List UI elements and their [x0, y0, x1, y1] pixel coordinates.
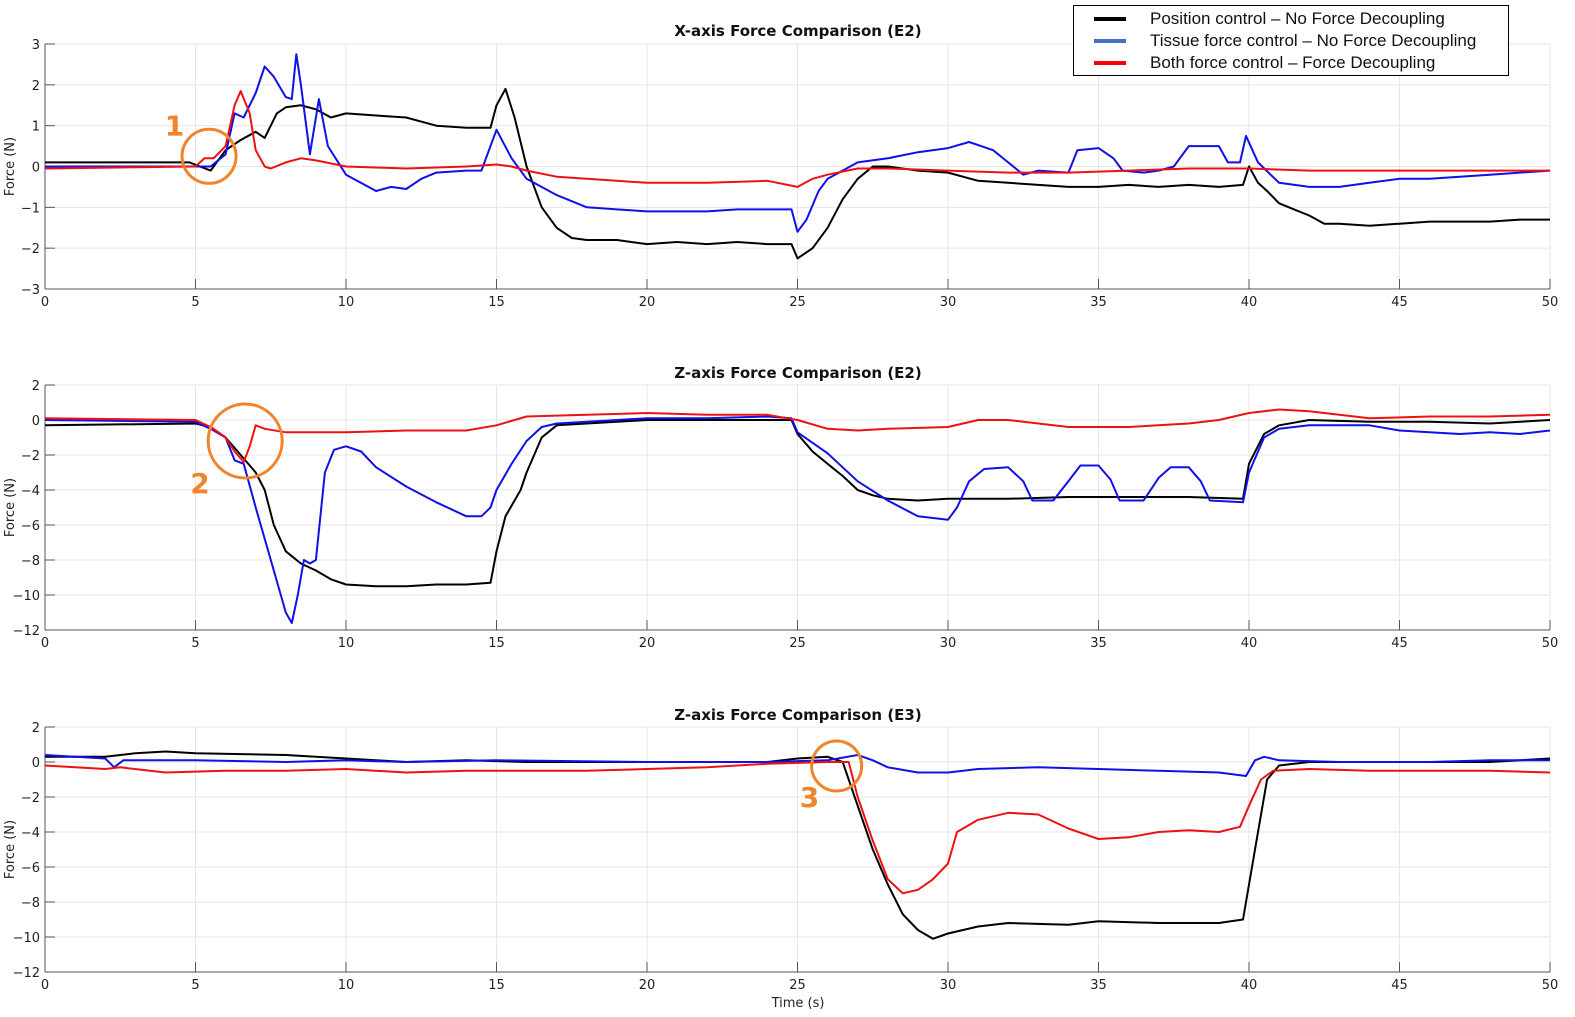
x-tick-label: 0: [41, 295, 49, 310]
annotation-label: 2: [190, 467, 209, 500]
y-tick-label: 3: [32, 38, 40, 53]
y-tick-label: −8: [21, 554, 40, 569]
chart-title: X-axis Force Comparison (E2): [674, 22, 921, 40]
y-tick-label: −4: [21, 826, 40, 841]
x-tick-label: 20: [639, 295, 656, 310]
series-line-1: [45, 87, 1550, 260]
x-axis-label: Time (s): [771, 996, 825, 1011]
x-tick-label: 10: [338, 295, 355, 310]
y-tick-label: 2: [32, 721, 40, 736]
legend: Position control – No Force Decoupling T…: [1073, 5, 1509, 76]
series-line-1: [44, 419, 1551, 588]
x-tick-label: 25: [789, 295, 806, 310]
series-line-3: [44, 90, 1550, 188]
annotation-label: 3: [800, 781, 819, 814]
x-tick-label: 5: [191, 295, 199, 310]
x-tick-label: 45: [1391, 636, 1408, 651]
y-tick-label: −8: [21, 896, 40, 911]
subplot-1: 0 5 10 15 20 25 30 35 40 45 50 −3 −2 −1 0 1 2 3 X-axis For…: [3, 22, 1558, 310]
x-tick-label: 30: [940, 636, 957, 651]
series-line-3: [44, 408, 1551, 463]
x-tick-label: 25: [789, 636, 806, 651]
annotation-label: 1: [165, 110, 184, 143]
legend-item-tissue-force-control: Tissue force control – No Force Decoupli…: [1074, 30, 1508, 52]
y-tick-label: −12: [13, 624, 40, 639]
subplot-3: 0 5 10 15 20 25 30 35 40 45 50 −12 −10 −8 −6 −4 −2 0 2 Z-ax…: [3, 706, 1558, 1011]
x-tick-label: 40: [1241, 295, 1258, 310]
subplot-2: 0 5 10 15 20 25 30 35 40 45 50 −12 −10 −8 −6 −4 −2 0 2 Z-ax…: [3, 364, 1558, 651]
x-tick-label: 10: [338, 636, 355, 651]
y-tick-label: 2: [32, 79, 40, 94]
series-line-1: [45, 750, 1551, 940]
y-tick-label: −1: [21, 201, 40, 216]
x-tick-label: 0: [41, 636, 49, 651]
y-tick-label: 0: [32, 414, 40, 429]
y-tick-label: 1: [32, 120, 40, 135]
y-axis-label: Force (N): [3, 137, 18, 196]
legend-swatch-black: [1094, 17, 1126, 21]
x-tick-label: 30: [940, 295, 957, 310]
y-tick-label: −6: [21, 861, 40, 876]
x-tick-label: 35: [1090, 636, 1107, 651]
x-tick-label: 5: [191, 636, 199, 651]
x-tick-label: 0: [41, 978, 49, 993]
y-tick-label: −4: [21, 484, 40, 499]
y-axis-label: Force (N): [3, 478, 18, 537]
y-tick-label: −10: [13, 589, 40, 604]
legend-label: Position control – No Force Decoupling: [1150, 9, 1445, 28]
x-tick-label: 15: [488, 295, 505, 310]
x-tick-label: 40: [1241, 978, 1258, 993]
y-tick-label: 0: [32, 161, 40, 176]
x-tick-label: 30: [940, 978, 957, 993]
x-tick-label: 50: [1542, 295, 1559, 310]
series-line-2: [44, 754, 1550, 777]
legend-label: Tissue force control – No Force Decoupli…: [1150, 31, 1477, 50]
y-tick-label: 2: [32, 379, 40, 394]
x-tick-label: 20: [639, 636, 656, 651]
legend-swatch-red: [1094, 61, 1126, 65]
x-tick-label: 50: [1542, 636, 1559, 651]
legend-item-both-force-control: Both force control – Force Decoupling: [1074, 52, 1508, 74]
annotation-circle: [810, 739, 864, 793]
y-tick-label: −2: [21, 791, 40, 806]
x-tick-label: 15: [488, 636, 505, 651]
chart-title: Z-axis Force Comparison (E2): [674, 364, 921, 382]
legend-label: Both force control – Force Decoupling: [1150, 53, 1436, 72]
x-tick-label: 10: [338, 978, 355, 993]
annotation-circle: [206, 402, 284, 480]
series-line-2: [45, 53, 1551, 233]
x-tick-label: 50: [1542, 978, 1559, 993]
y-tick-label: −3: [21, 283, 40, 298]
y-tick-label: −10: [13, 931, 40, 946]
x-tick-label: 40: [1241, 636, 1258, 651]
x-tick-label: 25: [789, 978, 806, 993]
x-tick-label: 35: [1090, 295, 1107, 310]
legend-item-position-control: Position control – No Force Decoupling: [1074, 8, 1508, 30]
series-line-2: [44, 415, 1551, 624]
annotation-circle: [180, 127, 238, 185]
series-line-3: [44, 761, 1551, 895]
x-tick-label: 45: [1391, 978, 1408, 993]
x-tick-label: 45: [1391, 295, 1408, 310]
y-axis-label: Force (N): [3, 820, 18, 879]
y-tick-label: −2: [21, 242, 40, 257]
x-tick-label: 35: [1090, 978, 1107, 993]
y-tick-label: −6: [21, 519, 40, 534]
y-tick-label: 0: [32, 756, 40, 771]
x-tick-label: 15: [488, 978, 505, 993]
legend-swatch-blue: [1094, 39, 1126, 43]
x-tick-label: 5: [191, 978, 199, 993]
y-tick-label: −2: [21, 449, 40, 464]
x-tick-label: 20: [639, 978, 656, 993]
y-tick-label: −12: [13, 966, 40, 981]
chart-title: Z-axis Force Comparison (E3): [674, 706, 921, 724]
